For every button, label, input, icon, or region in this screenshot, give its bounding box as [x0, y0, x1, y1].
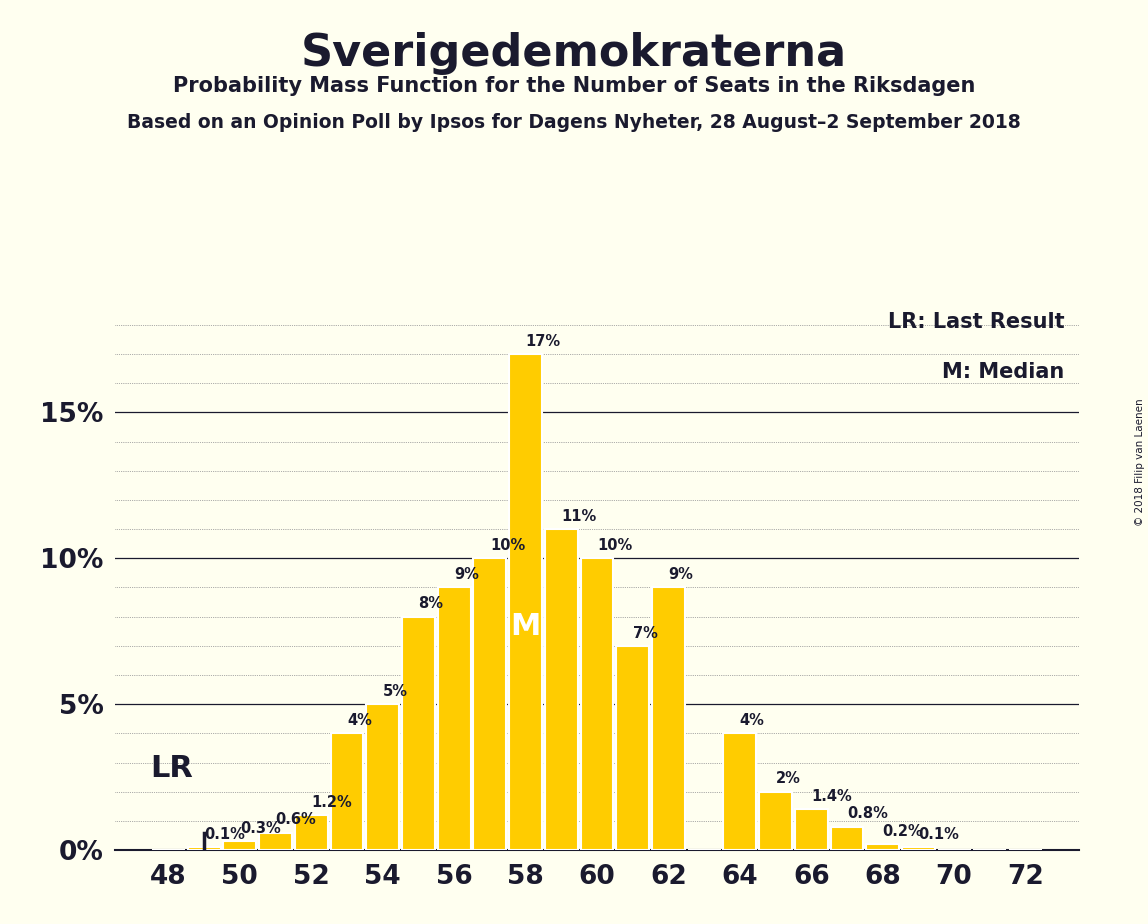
- Text: 4%: 4%: [739, 713, 765, 728]
- Bar: [545, 529, 577, 850]
- Text: 17%: 17%: [526, 334, 560, 348]
- Text: 5%: 5%: [382, 684, 408, 699]
- Text: M: M: [511, 613, 541, 641]
- Text: 8%: 8%: [418, 596, 443, 612]
- Text: 0.1%: 0.1%: [918, 827, 960, 842]
- Text: 4%: 4%: [347, 713, 372, 728]
- Text: LR: Last Result: LR: Last Result: [889, 312, 1064, 333]
- Bar: [295, 815, 327, 850]
- Bar: [473, 558, 506, 850]
- Bar: [867, 845, 899, 850]
- Text: 1.4%: 1.4%: [812, 789, 852, 804]
- Text: 9%: 9%: [455, 567, 479, 582]
- Bar: [723, 734, 757, 850]
- Bar: [402, 616, 435, 850]
- Text: 0.1%: 0.1%: [204, 827, 245, 842]
- Bar: [652, 588, 685, 850]
- Text: 1.2%: 1.2%: [311, 795, 352, 809]
- Bar: [830, 827, 863, 850]
- Bar: [581, 558, 613, 850]
- Text: 11%: 11%: [561, 509, 597, 524]
- Bar: [759, 792, 792, 850]
- Text: 2%: 2%: [776, 772, 800, 786]
- Text: 0.2%: 0.2%: [883, 824, 923, 839]
- Bar: [259, 833, 292, 850]
- Text: Sverigedemokraterna: Sverigedemokraterna: [301, 32, 847, 76]
- Text: 9%: 9%: [668, 567, 693, 582]
- Bar: [366, 704, 400, 850]
- Bar: [509, 354, 542, 850]
- Text: 10%: 10%: [597, 538, 633, 553]
- Text: LR: LR: [150, 754, 193, 783]
- Text: 0.6%: 0.6%: [276, 812, 316, 827]
- Bar: [794, 809, 828, 850]
- Bar: [331, 734, 364, 850]
- Text: 0.3%: 0.3%: [240, 821, 280, 836]
- Text: Based on an Opinion Poll by Ipsos for Dagens Nyheter, 28 August–2 September 2018: Based on an Opinion Poll by Ipsos for Da…: [127, 113, 1021, 132]
- Text: Probability Mass Function for the Number of Seats in the Riksdagen: Probability Mass Function for the Number…: [173, 76, 975, 96]
- Bar: [437, 588, 471, 850]
- Text: 7%: 7%: [633, 626, 658, 640]
- Bar: [187, 847, 220, 850]
- Bar: [616, 646, 649, 850]
- Text: 0.8%: 0.8%: [847, 807, 887, 821]
- Text: © 2018 Filip van Laenen: © 2018 Filip van Laenen: [1135, 398, 1145, 526]
- Text: M: Median: M: Median: [943, 362, 1064, 383]
- Bar: [902, 847, 934, 850]
- Text: 10%: 10%: [490, 538, 525, 553]
- Bar: [224, 842, 256, 850]
